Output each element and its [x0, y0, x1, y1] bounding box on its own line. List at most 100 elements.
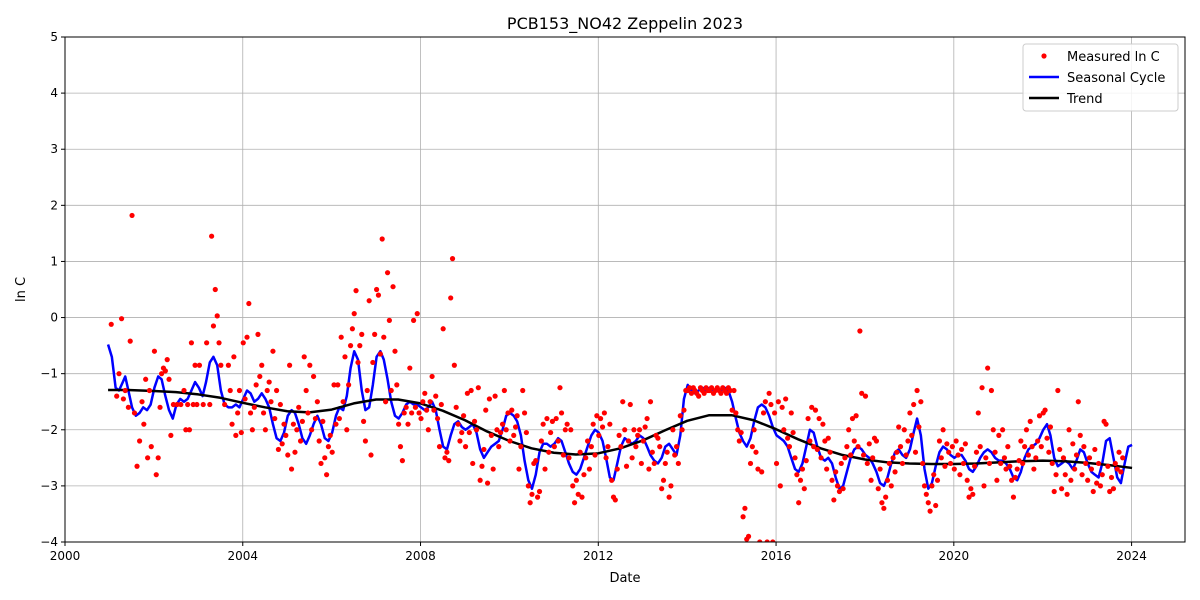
measured-point	[159, 371, 165, 377]
measured-point	[446, 458, 452, 464]
measured-point	[407, 365, 413, 371]
measured-point	[942, 463, 948, 469]
measured-point	[792, 455, 798, 461]
measured-point	[855, 444, 861, 450]
measured-point	[964, 477, 970, 483]
chart-title: PCB153_NO42 Zeppelin 2023	[507, 14, 743, 34]
measured-point	[316, 438, 322, 444]
measured-point	[529, 491, 535, 497]
measured-point	[920, 460, 926, 467]
measured-point	[846, 427, 852, 433]
y-tick-label: −1	[40, 367, 58, 381]
measured-point	[396, 421, 402, 427]
measured-point	[471, 418, 478, 424]
measured-point	[422, 390, 428, 396]
measured-point	[168, 432, 174, 438]
measured-point	[760, 410, 767, 416]
measured-point	[651, 460, 657, 467]
measured-point	[374, 286, 380, 293]
measured-point	[344, 427, 350, 433]
measured-point	[477, 477, 483, 483]
measured-point	[273, 387, 280, 394]
measured-point	[849, 415, 856, 422]
measured-point	[331, 382, 337, 388]
measured-point	[359, 331, 365, 337]
measured-point	[662, 460, 668, 467]
measured-point	[501, 387, 507, 394]
legend-marker-measured	[1041, 53, 1047, 59]
y-tick-label: −4	[40, 535, 58, 549]
measured-point	[238, 429, 244, 436]
measured-point	[562, 427, 568, 433]
measured-point	[327, 432, 333, 438]
measured-point	[686, 385, 693, 391]
y-tick-label: −2	[40, 423, 58, 437]
measured-point	[779, 404, 785, 410]
measured-point	[729, 407, 735, 413]
measured-point	[520, 387, 526, 394]
measured-point	[921, 483, 928, 489]
measured-point	[568, 427, 574, 433]
measured-point	[290, 421, 296, 427]
plot-frame	[64, 36, 1186, 543]
measured-point	[484, 480, 491, 486]
measured-point	[673, 444, 680, 450]
measured-point	[1090, 488, 1096, 495]
measured-point	[873, 438, 880, 444]
measured-point	[461, 413, 467, 419]
x-axis-ticks: 2000 2004 2008 2012 2016 2020 2024	[50, 542, 1147, 563]
measured-point	[1068, 477, 1074, 483]
measured-point	[143, 376, 149, 382]
measured-point	[1003, 466, 1009, 472]
measured-point	[322, 455, 328, 461]
measured-point	[364, 387, 370, 394]
measured-point	[897, 444, 904, 450]
measured-point	[1103, 421, 1109, 427]
measured-point	[229, 421, 235, 427]
measured-point	[636, 427, 643, 433]
measured-point	[1005, 444, 1011, 450]
measured-point	[947, 460, 954, 467]
x-tick-label: 2004	[227, 549, 258, 563]
measured-point	[731, 387, 737, 394]
measured-point	[255, 331, 261, 337]
measured-point	[992, 449, 998, 455]
measured-point	[1014, 466, 1020, 472]
measured-point	[801, 486, 807, 492]
measured-point	[131, 410, 138, 416]
measured-point	[601, 410, 607, 416]
measured-point	[497, 429, 504, 436]
measured-point	[355, 359, 361, 366]
measured-point	[570, 483, 576, 489]
y-tick-label: 5	[50, 30, 58, 44]
measured-point	[384, 270, 391, 276]
measured-point	[507, 438, 513, 444]
measured-point	[1062, 472, 1068, 478]
measured-point	[242, 396, 248, 402]
measured-point	[870, 455, 876, 461]
measured-point	[912, 449, 919, 455]
measured-point	[388, 387, 394, 394]
measured-point	[959, 446, 965, 453]
measured-point	[1012, 474, 1018, 481]
measured-point	[285, 452, 291, 458]
measured-point	[594, 413, 600, 419]
measured-point	[857, 328, 863, 334]
measured-point	[1018, 438, 1024, 444]
measured-point	[1036, 413, 1043, 419]
y-tick-label: 4	[50, 86, 58, 100]
measured-point	[599, 424, 606, 430]
measured-point	[892, 469, 898, 475]
measured-point	[644, 415, 650, 422]
measured-point	[218, 362, 224, 368]
measured-point	[564, 421, 570, 427]
measured-point	[118, 316, 125, 322]
measured-point	[723, 390, 730, 396]
measured-point	[170, 401, 177, 408]
measured-point	[968, 486, 974, 492]
measured-point	[416, 410, 422, 416]
measured-point	[853, 413, 859, 419]
measured-point	[1099, 472, 1105, 478]
measured-point	[966, 494, 972, 500]
measured-point	[733, 410, 739, 416]
